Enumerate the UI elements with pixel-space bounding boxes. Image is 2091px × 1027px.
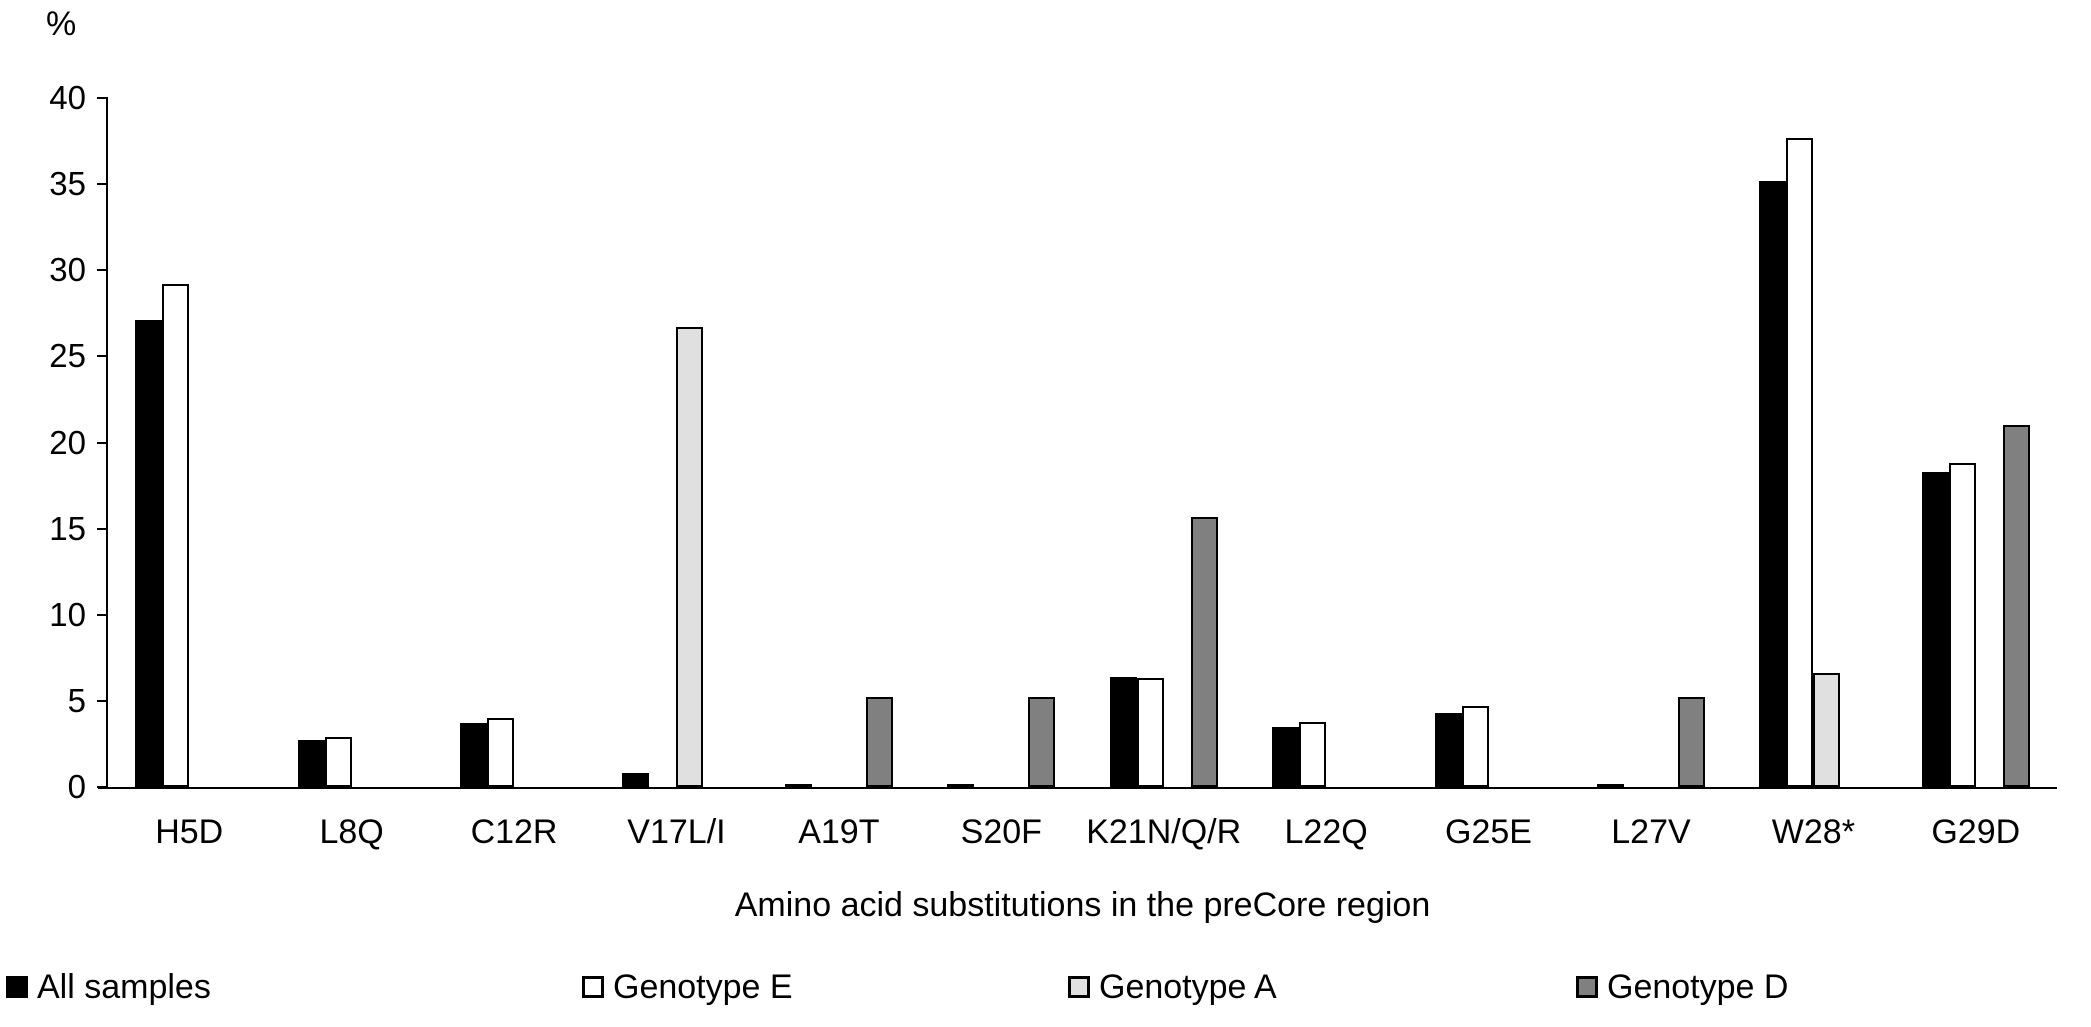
y-tick-mark <box>97 699 107 702</box>
category-label-s20f: S20F <box>960 813 1042 851</box>
category-label-c12r: C12R <box>470 813 558 851</box>
y-tick-label: 5 <box>67 681 86 719</box>
category-label-g25e: G25E <box>1445 813 1532 851</box>
y-tick-mark <box>97 97 107 99</box>
category-label-a19t: A19T <box>798 813 880 851</box>
bar-genotype-d-l27v <box>1677 697 1705 787</box>
bar-genotype-e-g25e <box>1461 706 1489 787</box>
legend: All samples Genotype E Genotype A Genotype … <box>0 964 2091 1020</box>
legend-item-all-samples: All samples <box>6 964 211 1010</box>
bar-genotype-a-v17l-i <box>676 327 704 787</box>
category-label-l8q: L8Q <box>319 813 384 851</box>
legend-item-genotype-a: Genotype A <box>1068 964 1277 1010</box>
bar-genotype-e-c12r <box>487 718 515 787</box>
y-tick-label: 25 <box>49 337 86 375</box>
bar-genotype-e-l8q <box>324 737 352 787</box>
y-axis-line <box>106 97 108 789</box>
bar-genotype-e-g29d <box>1948 463 1976 787</box>
bar-genotype-e-h5d <box>162 284 190 787</box>
legend-swatch-icon <box>1576 976 1598 998</box>
bar-all-samples-w28- <box>1759 180 1787 787</box>
bar-genotype-d-a19t <box>865 697 893 787</box>
x-axis-title: Amino acid substitutions in the preCore … <box>734 886 1431 924</box>
y-tick-mark <box>97 269 107 272</box>
y-tick-mark <box>97 613 107 616</box>
bar-all-samples-k21n-q-r <box>1109 676 1137 787</box>
y-tick-label: 35 <box>49 165 86 203</box>
legend-swatch-icon <box>582 976 604 998</box>
bar-all-samples-l22q <box>1272 726 1300 787</box>
y-tick-label: 10 <box>49 595 86 633</box>
category-label-w28-: W28* <box>1771 813 1855 851</box>
legend-swatch-icon <box>1068 976 1090 998</box>
bar-all-samples-g29d <box>1921 471 1949 787</box>
y-tick-label: 15 <box>49 509 86 547</box>
category-label-v17l-i: V17L/I <box>627 813 726 851</box>
category-label-h5d: H5D <box>155 813 224 851</box>
bar-all-samples-v17l-i <box>622 773 650 787</box>
category-label-l27v: L27V <box>1611 813 1691 851</box>
legend-label: All samples <box>37 968 211 1006</box>
y-tick-label: 30 <box>49 251 86 289</box>
y-tick-label: 0 <box>67 768 86 805</box>
y-tick-mark <box>97 441 107 444</box>
legend-label: Genotype E <box>613 968 793 1006</box>
y-tick-mark <box>97 786 107 788</box>
legend-item-genotype-e: Genotype E <box>582 964 793 1010</box>
bar-all-samples-a19t <box>784 783 812 788</box>
legend-label: Genotype D <box>1607 968 1789 1006</box>
bar-genotype-e-w28- <box>1786 137 1814 787</box>
bar-all-samples-c12r <box>460 723 488 787</box>
bar-all-samples-l27v <box>1596 783 1624 788</box>
y-axis-unit-label: % <box>46 5 77 43</box>
category-label-g29d: G29D <box>1931 813 2021 851</box>
y-tick-mark <box>97 527 107 530</box>
bar-genotype-e-l22q <box>1299 721 1327 787</box>
x-axis-line <box>98 787 2057 789</box>
legend-label: Genotype A <box>1099 968 1277 1006</box>
bar-genotype-d-s20f <box>1028 697 1056 787</box>
legend-item-genotype-d: Genotype D <box>1576 964 1788 1010</box>
y-tick-label: 20 <box>49 423 86 461</box>
y-tick-mark <box>97 355 107 358</box>
legend-swatch-icon <box>6 976 28 998</box>
bar-all-samples-h5d <box>135 320 163 787</box>
bar-genotype-a-w28- <box>1813 673 1841 787</box>
bar-all-samples-s20f <box>947 783 975 788</box>
bar-genotype-d-k21n-q-r <box>1190 516 1218 787</box>
category-label-k21n-q-r: K21N/Q/R <box>1086 813 1242 851</box>
bar-genotype-e-k21n-q-r <box>1136 678 1164 787</box>
bar-genotype-d-g29d <box>2002 425 2030 787</box>
bar-all-samples-g25e <box>1434 712 1462 787</box>
bar-all-samples-l8q <box>297 740 325 787</box>
plot-area <box>108 98 2057 788</box>
category-label-l22q: L22Q <box>1284 813 1368 851</box>
y-tick-label: 40 <box>49 79 86 116</box>
y-tick-mark <box>97 183 107 186</box>
